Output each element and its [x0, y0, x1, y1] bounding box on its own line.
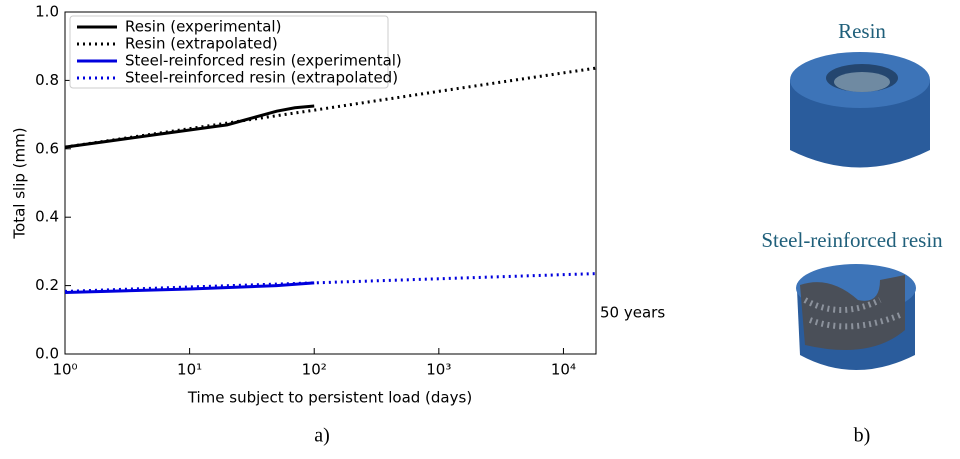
series-line [64, 281, 315, 294]
x-tick-label: 10⁴ [551, 361, 576, 379]
y-tick-label: 0.2 [35, 276, 59, 294]
y-tick-label: 0.6 [35, 139, 59, 157]
steel-sample [796, 264, 916, 370]
legend-label: Steel-reinforced resin (experimental) [125, 52, 402, 70]
x-tick-label: 10⁰ [52, 361, 77, 379]
annotation: 50 years [600, 304, 665, 322]
series-line [64, 272, 597, 293]
caption: Steel-reinforced resin [761, 228, 943, 252]
y-tick-label: 1.0 [35, 3, 59, 21]
panel-label: b) [854, 425, 871, 447]
y-tick-label: 0.8 [35, 71, 59, 89]
panel-label: a) [314, 425, 330, 447]
y-tick-label: 0.0 [35, 345, 59, 363]
x-tick-label: 10¹ [177, 361, 202, 379]
resin-sample [790, 52, 930, 168]
legend-label: Resin (extrapolated) [125, 35, 278, 53]
plot-frame [64, 11, 597, 355]
y-tick-label: 0.4 [35, 208, 59, 226]
legend-box [69, 15, 389, 89]
y-axis-label: Total slip (mm) [11, 127, 29, 239]
x-axis-label: Time subject to persistent load (days) [187, 389, 472, 407]
x-tick-label: 10² [302, 361, 327, 379]
caption: Resin [838, 19, 886, 43]
legend-label: Steel-reinforced resin (extrapolated) [125, 69, 398, 87]
x-tick-label: 10³ [426, 361, 451, 379]
legend-label: Resin (experimental) [125, 18, 281, 36]
series-line [64, 104, 315, 149]
